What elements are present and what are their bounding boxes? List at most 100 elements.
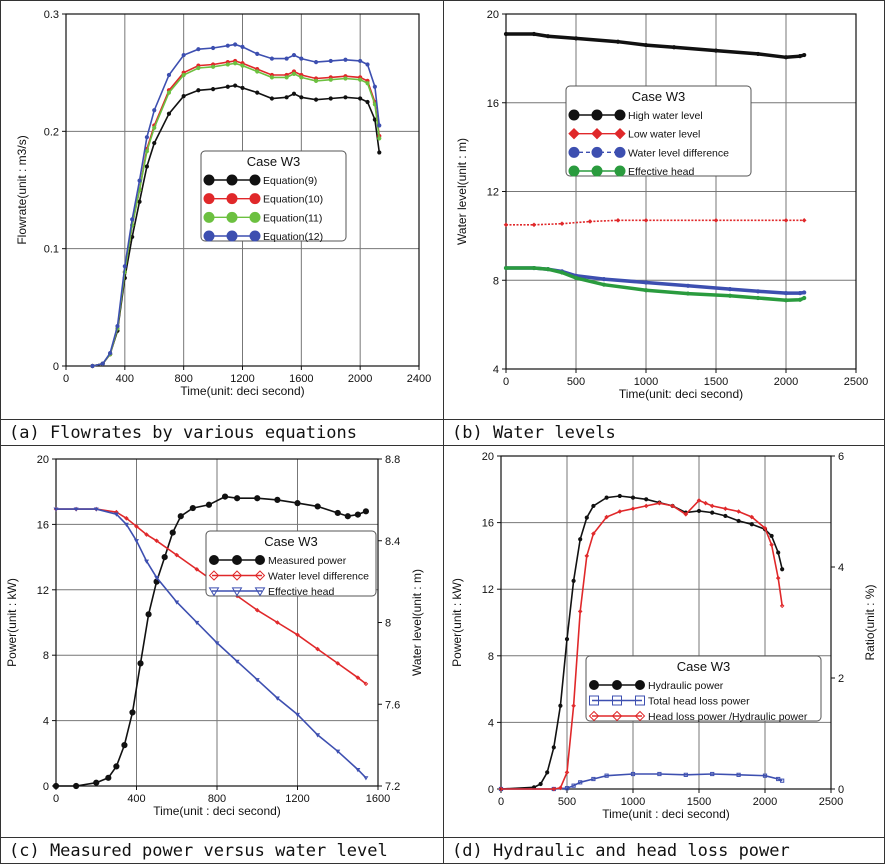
y-tick-label: 0.3: [44, 9, 59, 21]
series-line: [500, 495, 783, 790]
data-point: [601, 282, 607, 287]
legend-label: Hydraulic power: [648, 680, 724, 692]
data-point: [152, 125, 157, 130]
data-point: [578, 780, 583, 785]
series-2: [498, 498, 785, 792]
legend-marker: [249, 174, 261, 186]
legend-marker: [249, 193, 261, 205]
plot-frame: [500, 455, 832, 790]
data-point: [205, 501, 213, 508]
data-point: [284, 56, 289, 61]
data-point: [783, 55, 789, 60]
data-point: [703, 500, 708, 506]
data-point: [335, 661, 341, 666]
data-point: [291, 91, 297, 96]
data-point: [362, 508, 370, 515]
series-3: [503, 265, 807, 303]
data-point: [577, 609, 583, 614]
data-point: [365, 81, 370, 86]
legend-marker: [226, 174, 238, 186]
data-point: [762, 773, 768, 778]
y-tick-label: 4: [488, 717, 494, 729]
legend-label: Head loss power /Hydraulic power: [648, 711, 808, 723]
data-point: [196, 47, 201, 52]
legend-marker: [614, 127, 626, 140]
data-point: [755, 51, 761, 57]
data-point: [571, 578, 576, 583]
data-point: [166, 111, 172, 116]
data-point: [545, 267, 551, 272]
legend-marker: [591, 109, 603, 121]
data-point: [377, 123, 382, 128]
data-point: [531, 265, 537, 271]
data-point: [377, 150, 382, 155]
data-point: [776, 776, 781, 782]
data-point: [130, 217, 135, 222]
x-tick-label: 2000: [348, 373, 372, 385]
x-tick-label: 2000: [774, 376, 798, 388]
data-point: [797, 54, 803, 59]
data-point: [225, 62, 230, 67]
data-point: [355, 768, 361, 773]
data-point: [137, 199, 142, 204]
data-point: [644, 497, 649, 502]
data-point: [683, 772, 688, 777]
y2-tick-label: 4: [838, 562, 844, 574]
data-point: [604, 773, 609, 778]
data-point: [344, 513, 351, 520]
legend-marker: [568, 109, 580, 121]
series-line: [92, 62, 381, 367]
data-point: [144, 135, 149, 140]
legend-marker: [589, 695, 599, 706]
series-0: [503, 31, 807, 60]
data-point: [587, 219, 593, 224]
data-point: [713, 48, 719, 53]
data-point: [779, 603, 785, 609]
y-tick-label: 16: [482, 518, 494, 530]
data-point: [503, 265, 509, 271]
data-point: [343, 76, 348, 81]
caption-divider: [1, 419, 443, 420]
data-point: [225, 43, 230, 48]
y-axis-label: Power(unit : kW): [450, 578, 464, 667]
legend-label: High water level: [628, 110, 703, 122]
series-line: [501, 499, 783, 790]
legend-marker: [209, 555, 219, 565]
y-tick-label: 4: [43, 716, 49, 728]
x-tick-label: 0: [498, 796, 504, 808]
legend-box: [565, 85, 752, 177]
data-point: [685, 291, 691, 296]
data-point: [531, 31, 537, 37]
data-point: [166, 90, 172, 95]
data-point: [233, 83, 238, 88]
data-point: [727, 287, 733, 292]
legend-marker: [568, 146, 580, 158]
data-point: [559, 270, 565, 275]
data-point: [299, 56, 304, 61]
y-axis-label: Water level(unit : m): [455, 138, 469, 245]
data-point: [274, 496, 281, 503]
data-point: [73, 782, 80, 790]
data-point: [783, 298, 789, 303]
legend-marker: [614, 146, 626, 158]
y-axis-label: Power(unit : kW): [5, 578, 19, 667]
data-point: [617, 509, 623, 514]
x-tick-label: 0: [53, 793, 59, 805]
data-point: [240, 85, 245, 91]
data-point: [671, 45, 677, 50]
legend-marker: [208, 570, 220, 581]
legend-marker: [232, 555, 242, 565]
data-point: [358, 77, 363, 82]
data-point: [769, 542, 774, 548]
x-tick-label: 1200: [285, 793, 309, 805]
data-point: [100, 361, 105, 366]
data-point: [769, 533, 774, 539]
legend-title: Case W3: [264, 534, 317, 549]
data-point: [254, 678, 260, 683]
data-point: [315, 646, 320, 652]
y2-tick-label: 8: [385, 618, 391, 630]
x-tick-label: 1200: [230, 373, 254, 385]
data-point: [161, 554, 168, 561]
legend-marker: [255, 555, 265, 565]
